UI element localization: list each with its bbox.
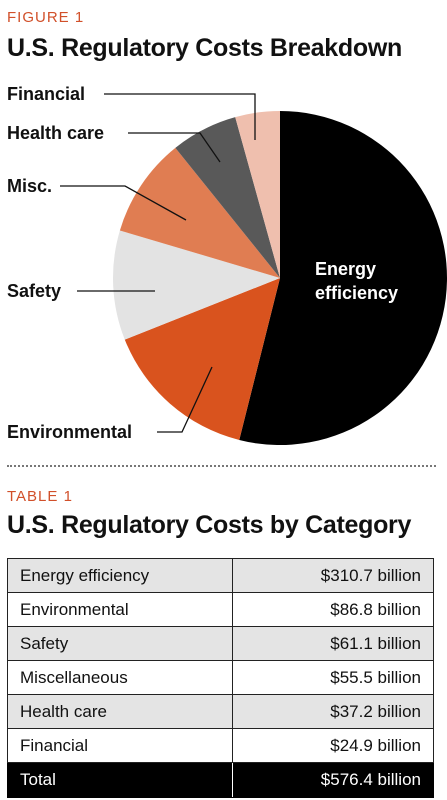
value-cell: $37.2 billion [232,694,434,729]
pie-chart: Energy efficiency Environmental Safety Misc.… [7,84,447,445]
slice-label-misc: Misc. [7,176,52,196]
slice-label-financial: Financial [7,84,85,104]
value-cell: $55.5 billion [232,660,434,695]
category-cell: Financial [7,728,233,763]
category-cell: Energy efficiency [7,558,233,593]
table-row: Miscellaneous $55.5 billion [7,660,434,695]
pie-slice-environmental [124,278,281,440]
pie-slice-safety [113,230,280,340]
table-row: Health care $37.2 billion [7,694,434,729]
category-cell: Health care [7,694,233,729]
slice-label-safety: Safety [7,281,61,301]
leader-line-financial [104,93,256,140]
slice-label-health-care: Health care [7,123,104,143]
leader-line-misc [60,185,187,221]
value-cell: $61.1 billion [232,626,434,661]
pie-slice-financial [235,111,280,278]
value-cell: $24.9 billion [232,728,434,763]
slice-label-energy-efficiency: Energy efficiency [315,259,398,303]
section-divider [7,465,436,467]
table-title: U.S. Regulatory Costs by Category [7,511,412,539]
table-row: Safety $61.1 billion [7,626,434,661]
table-row: Environmental $86.8 billion [7,592,434,627]
category-cell: Environmental [7,592,233,627]
total-value-cell: $576.4 billion [232,762,434,798]
leader-line-environmental [157,366,213,433]
value-cell: $310.7 billion [232,558,434,593]
pie-slice-health-care [175,117,280,278]
table-row: Financial $24.9 billion [7,728,434,763]
total-label-cell: Total [7,762,233,798]
table-label: TABLE 1 [7,488,73,505]
figure-title: U.S. Regulatory Costs Breakdown [7,34,402,62]
category-cell: Miscellaneous [7,660,233,695]
leader-line-health-care [128,132,221,163]
figure-label: FIGURE 1 [7,9,85,26]
slice-label-environmental: Environmental [7,422,132,442]
category-cell: Safety [7,626,233,661]
costs-table: Energy efficiency $310.7 billion Environ… [7,558,434,798]
pie-slice-energy-efficiency [239,111,447,445]
table-row: Energy efficiency $310.7 billion [7,558,434,593]
value-cell: $86.8 billion [232,592,434,627]
total-row: Total $576.4 billion [7,762,434,798]
pie-slice-misc [119,147,280,278]
